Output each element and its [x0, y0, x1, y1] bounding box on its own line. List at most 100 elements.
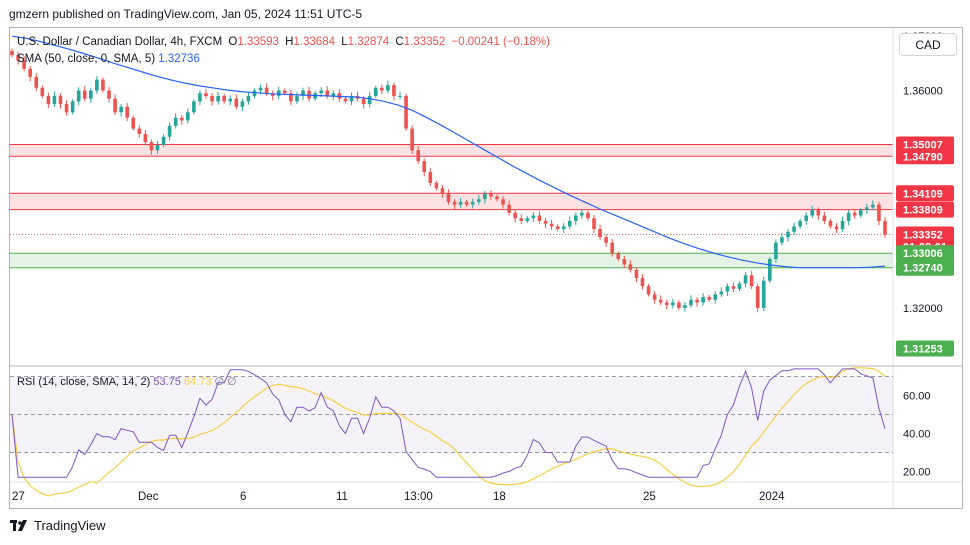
- candle: [810, 205, 815, 219]
- candle-body: [458, 201, 463, 205]
- price-label: 1.33352: [903, 229, 943, 241]
- candle-body: [628, 264, 633, 270]
- candle: [713, 291, 718, 304]
- candle-body: [561, 226, 566, 230]
- price-label: 1.31253: [903, 344, 943, 356]
- candle: [167, 122, 172, 141]
- currency-button[interactable]: CAD: [899, 33, 957, 56]
- candle-body: [677, 302, 681, 308]
- candle: [46, 92, 51, 108]
- candle: [598, 224, 602, 240]
- candle: [234, 94, 239, 110]
- candle: [398, 92, 402, 100]
- candle: [592, 214, 596, 233]
- candle-body: [89, 90, 93, 99]
- candle: [555, 224, 560, 232]
- candle-body: [858, 210, 863, 216]
- candle: [70, 99, 75, 115]
- candle-body: [804, 215, 808, 221]
- candle: [307, 86, 311, 102]
- candle-body: [871, 204, 875, 208]
- candle: [470, 198, 475, 209]
- candle-body: [610, 242, 614, 254]
- candle: [10, 48, 14, 58]
- candle: [452, 199, 457, 210]
- candle-body: [834, 226, 839, 230]
- candle: [125, 103, 129, 121]
- candle-body: [76, 90, 81, 102]
- candle: [695, 297, 699, 307]
- rsi-pane: [10, 367, 893, 497]
- candle-body: [398, 95, 402, 97]
- candle: [725, 283, 730, 296]
- candle-body: [586, 212, 590, 219]
- candle: [143, 129, 148, 145]
- candle-body: [283, 90, 287, 94]
- candle-body: [792, 226, 796, 232]
- candle-body: [70, 101, 75, 113]
- candle-body: [210, 95, 214, 102]
- candle-body: [289, 93, 293, 102]
- candle: [367, 92, 372, 108]
- candle-body: [240, 101, 245, 107]
- candle-body: [107, 90, 111, 99]
- change-value: −0.00241 (−0.18%): [451, 36, 550, 48]
- candle-body: [616, 253, 621, 260]
- tradingview-logo[interactable]: TradingView: [10, 518, 106, 533]
- candle-body: [125, 106, 129, 118]
- candle: [64, 100, 69, 116]
- candle: [343, 96, 348, 104]
- candle: [731, 282, 736, 293]
- candle-body: [701, 297, 705, 303]
- candle: [671, 298, 675, 309]
- candle-body: [404, 95, 408, 129]
- candle: [192, 99, 196, 115]
- candle-body: [161, 136, 166, 145]
- candle: [761, 276, 766, 312]
- candle-body: [331, 93, 336, 96]
- candle: [586, 210, 590, 221]
- candle: [228, 95, 233, 106]
- candle: [325, 86, 330, 99]
- time-axis: 27 Dec 6 11 13:00 18 25 2024: [12, 491, 785, 503]
- publisher-caption: gmzern published on TradingView.com, Jan…: [9, 7, 363, 21]
- candle: [216, 92, 220, 105]
- candle: [871, 200, 875, 211]
- candle: [683, 301, 687, 312]
- candle: [82, 86, 87, 102]
- candle-body: [689, 299, 693, 306]
- candle: [798, 218, 802, 229]
- time-label: 11: [336, 491, 348, 503]
- candle: [877, 201, 881, 226]
- candle-body: [95, 79, 99, 91]
- candle: [883, 217, 887, 238]
- candle: [755, 283, 760, 313]
- candle: [137, 125, 142, 138]
- rsi-sma-line: [11, 367, 886, 497]
- candle: [410, 125, 414, 155]
- candle-body: [137, 128, 142, 134]
- candle: [179, 114, 184, 125]
- candle: [658, 295, 663, 306]
- time-label: 25: [643, 491, 656, 503]
- candle-body: [367, 95, 372, 105]
- candle-body: [16, 55, 20, 61]
- candle-body: [749, 275, 754, 287]
- candle-body: [58, 95, 63, 105]
- candle: [549, 219, 554, 230]
- candle: [155, 141, 160, 154]
- candle: [489, 189, 493, 200]
- candle: [458, 198, 463, 208]
- candle-body: [258, 87, 263, 91]
- candle-body: [392, 85, 396, 96]
- candle-body: [167, 125, 172, 137]
- candle: [186, 108, 190, 124]
- candle: [16, 51, 20, 65]
- candle-body: [567, 220, 572, 227]
- candle: [664, 299, 669, 310]
- candle: [834, 223, 839, 233]
- candle-body: [798, 220, 802, 227]
- tradingview-mark-icon: [10, 519, 27, 531]
- symbol-title: U.S. Dollar / Canadian Dollar, 4h, FXCM: [17, 36, 223, 48]
